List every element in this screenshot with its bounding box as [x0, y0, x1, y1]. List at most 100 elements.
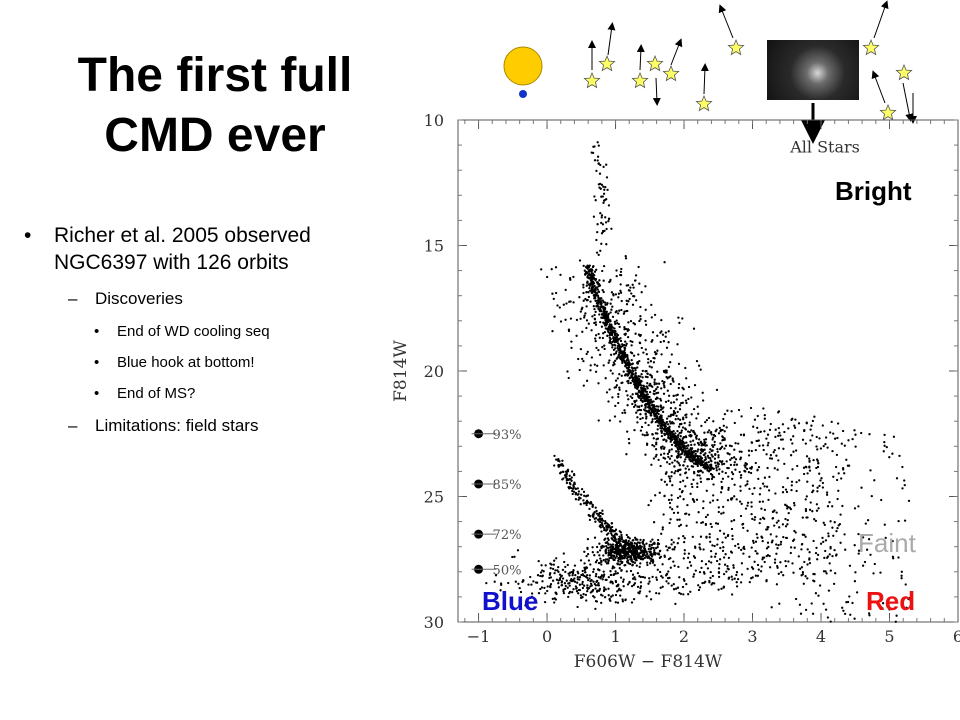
- data-point-1728: [714, 464, 718, 467]
- data-point-2389: [654, 448, 658, 451]
- data-point-1125: [614, 293, 618, 296]
- data-point-3264: [519, 590, 523, 594]
- data-point-3238: [541, 569, 544, 572]
- data-point-1451: [598, 284, 602, 287]
- data-point-2014: [689, 492, 692, 495]
- data-point-2807: [658, 556, 662, 560]
- data-point-2136: [718, 562, 721, 566]
- data-point-3371: [558, 578, 562, 582]
- data-point-3262: [614, 593, 618, 597]
- data-point-2084: [836, 526, 839, 530]
- data-point-1449: [640, 425, 644, 429]
- data-point-3160: [541, 580, 544, 583]
- data-point-1396: [610, 323, 613, 326]
- data-point-1909: [801, 516, 804, 519]
- data-point-3336: [576, 581, 579, 584]
- data-point-2567: [601, 525, 605, 528]
- data-point-1859: [680, 431, 683, 434]
- data-point-3604: [841, 606, 844, 609]
- data-point-3685: [721, 435, 724, 438]
- data-point-1628: [696, 456, 700, 459]
- data-point-2368: [767, 498, 770, 502]
- data-point-1414: [668, 425, 671, 428]
- data-point-2387: [713, 544, 716, 548]
- data-point-1922: [740, 573, 744, 576]
- data-point-1516: [653, 445, 656, 448]
- data-point-1240: [705, 463, 708, 466]
- data-point-1490: [678, 464, 681, 467]
- data-point-982: [599, 320, 602, 324]
- data-point-985: [644, 370, 647, 373]
- data-point-2350: [722, 532, 726, 535]
- data-point-1949: [779, 540, 783, 544]
- data-point-2240: [814, 551, 818, 555]
- data-point-1987: [750, 577, 753, 580]
- data-point-3468: [599, 593, 603, 596]
- data-point-1286: [614, 322, 617, 326]
- data-point-3481: [730, 593, 734, 596]
- data-point-1406: [589, 369, 592, 372]
- data-point-484: [616, 346, 619, 350]
- data-point-2647: [565, 472, 568, 476]
- data-point-2032: [655, 438, 658, 441]
- data-point-1545: [705, 461, 708, 464]
- data-point-1308: [644, 285, 647, 288]
- data-point-1642: [707, 416, 711, 420]
- data-point-2531: [610, 525, 614, 529]
- data-point-2097: [754, 448, 757, 452]
- data-point-1494: [723, 447, 726, 450]
- data-point-2356: [682, 578, 686, 581]
- data-point-3003: [614, 540, 618, 543]
- data-point-2632: [572, 485, 575, 488]
- data-point-3577: [815, 546, 818, 550]
- data-point-2511: [565, 481, 569, 485]
- data-point-2205: [699, 535, 703, 538]
- data-point-3401: [557, 586, 561, 589]
- data-point-3171: [532, 580, 535, 583]
- data-point-1476: [596, 302, 600, 305]
- data-point-3069: [632, 545, 635, 548]
- data-point-1100: [605, 391, 609, 394]
- data-point-3306: [632, 583, 636, 587]
- data-point-1156: [734, 442, 737, 445]
- data-point-2599: [559, 471, 563, 474]
- data-point-2576: [574, 487, 578, 491]
- data-point-2019: [753, 560, 756, 563]
- data-point-1128: [636, 409, 639, 412]
- data-point-1233: [562, 303, 565, 306]
- data-point-3365: [607, 575, 610, 579]
- data-point-3174: [600, 559, 603, 563]
- data-point-3209: [516, 549, 520, 552]
- data-point-3420: [598, 561, 601, 565]
- data-point-1175: [620, 267, 623, 271]
- data-point-3675: [817, 594, 820, 597]
- data-point-3390: [566, 563, 569, 567]
- data-point-3102: [608, 553, 612, 557]
- data-point-699: [621, 359, 624, 363]
- data-point-3705: [864, 522, 867, 525]
- data-point-2050: [662, 513, 665, 516]
- data-point-2253: [708, 581, 711, 584]
- data-point-1192: [747, 449, 751, 452]
- data-point-2700: [609, 526, 612, 529]
- data-point-2433: [600, 195, 603, 198]
- data-point-2392: [760, 565, 763, 568]
- data-point-3347: [511, 555, 514, 559]
- data-point-2813: [609, 543, 612, 546]
- data-point-1441: [620, 299, 623, 303]
- data-point-3612: [853, 544, 856, 547]
- data-point-3034: [656, 542, 660, 545]
- data-point-2457: [598, 172, 602, 175]
- data-point-1064: [582, 291, 585, 295]
- data-point-3072: [654, 546, 658, 550]
- data-point-1027: [617, 401, 620, 405]
- data-point-3690: [762, 448, 765, 452]
- data-point-927: [614, 336, 617, 340]
- data-point-810: [585, 270, 588, 274]
- data-point-2930: [625, 533, 628, 537]
- data-point-2221: [691, 485, 694, 489]
- data-point-3642: [907, 597, 910, 601]
- data-point-1802: [686, 465, 689, 468]
- data-point-2101: [679, 523, 683, 527]
- data-point-1645: [726, 466, 729, 470]
